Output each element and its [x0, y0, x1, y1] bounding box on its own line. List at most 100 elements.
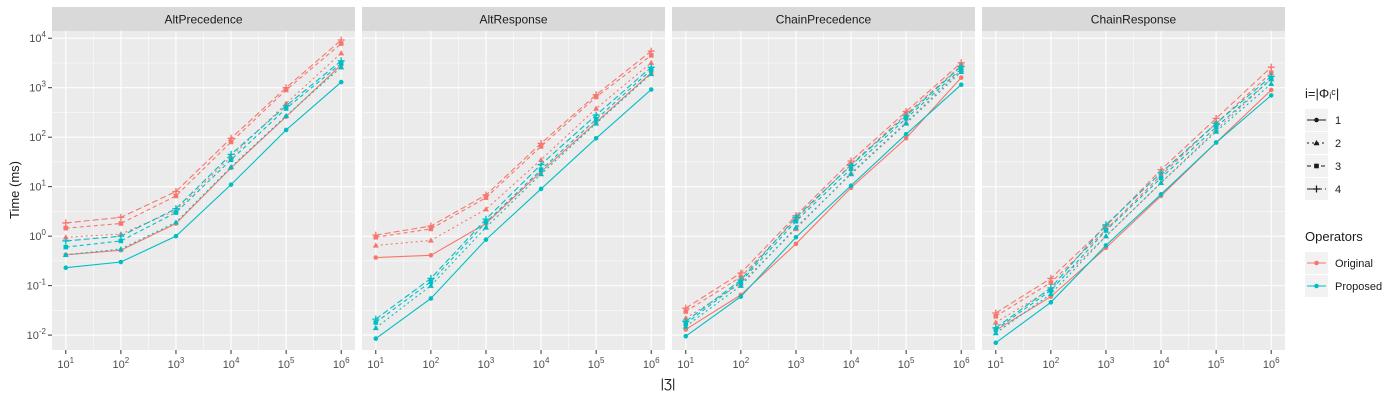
data-point-proposed-4 — [1212, 119, 1220, 127]
legend-shape-key — [1314, 163, 1319, 169]
data-point-original-2 — [372, 242, 379, 248]
data-point-original-4 — [282, 84, 290, 92]
data-point-proposed-4 — [647, 63, 655, 71]
x-tick-label: 102 — [733, 356, 750, 371]
data-point-original-3 — [1048, 280, 1054, 285]
data-point-proposed-4 — [1047, 284, 1055, 292]
data-point-proposed-2 — [1213, 128, 1220, 134]
data-point-original-4 — [682, 304, 690, 312]
data-point-proposed-1 — [228, 182, 234, 187]
data-point-original-1 — [958, 75, 964, 80]
y-axis-title: Time (ms) — [7, 161, 22, 219]
data-point-proposed-4 — [282, 102, 290, 110]
series-line-original-2 — [65, 52, 342, 238]
data-point-original-4 — [372, 231, 380, 239]
data-point-original-4 — [337, 36, 345, 44]
data-point-proposed-3 — [1103, 228, 1109, 233]
data-point-proposed-1 — [1048, 300, 1054, 305]
data-point-proposed-4 — [372, 315, 380, 323]
x-tick-label: 101 — [677, 356, 694, 371]
facet-title: ChainPrecedence — [776, 13, 872, 27]
data-point-original-4 — [647, 47, 655, 55]
data-point-proposed-3 — [793, 218, 799, 224]
facet-title: ChainResponse — [1091, 13, 1177, 27]
x-tick-label: 103 — [168, 356, 185, 371]
series-line-original-3 — [375, 54, 652, 238]
series-line-proposed-4 — [375, 66, 652, 320]
data-point-proposed-1 — [338, 79, 344, 85]
data-point-original-1 — [903, 135, 909, 141]
data-point-proposed-2 — [62, 251, 69, 257]
facet-altprecedence: AltPrecedence 101 102 103 104 105 106 10-2 10-1 1… — [27, 7, 355, 371]
legend-shape-key — [1313, 185, 1320, 193]
data-point-original-3 — [173, 193, 179, 199]
data-point-original-4 — [1047, 274, 1055, 282]
data-point-proposed-2 — [648, 70, 655, 77]
facet-strip — [362, 7, 665, 31]
facet-strip — [52, 7, 355, 31]
series-line-proposed-3 — [995, 78, 1272, 330]
data-point-original-2 — [62, 234, 69, 240]
x-tick-label: 102 — [1043, 356, 1060, 371]
data-point-proposed-3 — [1158, 175, 1164, 181]
data-point-proposed-2 — [283, 112, 290, 119]
data-point-proposed-1 — [648, 87, 654, 92]
data-point-proposed-2 — [1268, 80, 1275, 86]
legend-color-item: Proposed — [1305, 275, 1382, 297]
series-line-proposed-1 — [685, 84, 962, 337]
data-point-proposed-2 — [848, 171, 855, 177]
data-point-proposed-1 — [1158, 192, 1164, 197]
data-point-original-1 — [428, 253, 434, 258]
facet-strip — [672, 7, 975, 31]
data-point-proposed-4 — [172, 205, 180, 213]
data-point-proposed-3 — [538, 167, 544, 173]
legend-color-key — [1314, 283, 1319, 289]
data-point-original-4 — [1267, 63, 1275, 71]
data-point-proposed-4 — [592, 111, 600, 119]
data-point-original-3 — [648, 53, 654, 58]
data-point-proposed-3 — [118, 238, 124, 244]
legend-color-key — [1314, 260, 1319, 266]
data-point-original-4 — [62, 219, 70, 227]
series-line-proposed-3 — [375, 69, 652, 323]
data-point-original-1 — [1268, 87, 1274, 93]
series-line-original-3 — [65, 43, 342, 229]
data-point-original-4 — [482, 191, 490, 199]
data-point-proposed-3 — [63, 244, 69, 250]
legend-shape-title: i=|Φᵢᶜ| — [1305, 86, 1339, 101]
series-line-original-2 — [375, 62, 652, 246]
data-point-original-2 — [538, 156, 545, 162]
data-point-proposed-2 — [1102, 233, 1109, 239]
data-point-proposed-2 — [1047, 290, 1054, 297]
data-point-proposed-2 — [172, 219, 179, 225]
legend-shape-label: 2 — [1335, 138, 1341, 150]
facet-strip — [982, 7, 1285, 31]
series-line-original-4 — [65, 39, 342, 224]
data-point-proposed-4 — [1157, 169, 1165, 177]
data-point-proposed-4 — [62, 237, 70, 245]
legend-shape-item: 2 — [1305, 132, 1341, 154]
data-point-proposed-1 — [373, 336, 379, 341]
data-point-proposed-4 — [847, 161, 855, 169]
series-line-original-4 — [995, 66, 1272, 314]
data-point-proposed-4 — [537, 161, 545, 169]
data-point-proposed-4 — [1267, 72, 1275, 80]
x-tick-label: 104 — [533, 356, 550, 371]
x-tick-label: 106 — [643, 356, 660, 371]
data-point-proposed-2 — [792, 224, 799, 230]
data-point-proposed-4 — [792, 213, 800, 221]
data-point-proposed-4 — [737, 276, 745, 284]
x-tick-label: 106 — [953, 356, 970, 371]
x-tick-label: 104 — [223, 356, 240, 371]
x-tick-label: 103 — [1098, 356, 1115, 371]
data-point-proposed-1 — [793, 234, 799, 240]
facet-altresponse: AltResponse 101 102 103 104 105 106 — [362, 7, 665, 371]
y-tick-label: 10-1 — [27, 278, 47, 293]
series-line-original-4 — [685, 62, 962, 309]
data-point-original-2 — [338, 50, 345, 56]
data-point-original-4 — [117, 213, 125, 221]
x-tick-label: 101 — [57, 356, 74, 371]
data-point-proposed-2 — [372, 324, 379, 331]
data-point-original-2 — [427, 237, 434, 243]
series-line-proposed-1 — [375, 89, 652, 340]
